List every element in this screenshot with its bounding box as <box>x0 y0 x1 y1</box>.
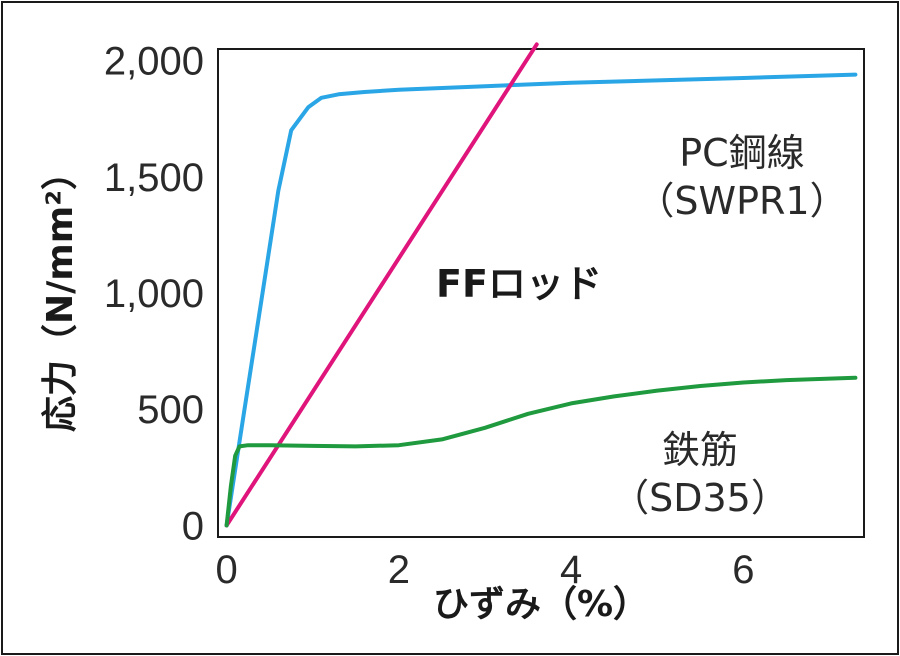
series-label: （SWPR1） <box>636 179 847 223</box>
x-tick-label: 4 <box>560 548 582 592</box>
series-line-sd35 <box>224 375 858 528</box>
series-lines <box>224 42 858 528</box>
series-label: 鉄筋 <box>662 428 738 472</box>
y-tick-label: 500 <box>137 388 204 432</box>
y-axis-title: 応力（N/mm²） <box>40 154 81 432</box>
x-tick-label: 2 <box>388 548 410 592</box>
x-tick-label: 0 <box>215 548 237 592</box>
y-axis-ticks: 0 500 1,000 1,500 2,000 <box>104 40 204 549</box>
x-tick-label: 6 <box>732 548 754 592</box>
series-label: FFロッド <box>436 262 602 306</box>
y-tick-label: 0 <box>182 504 204 548</box>
series-label: PC鋼線 <box>679 131 804 175</box>
y-tick-label: 1,000 <box>104 272 204 316</box>
y-tick-label: 2,000 <box>104 40 204 84</box>
x-axis-ticks: 0 2 4 6 <box>215 548 754 592</box>
series-label: （SD35） <box>611 476 789 520</box>
y-tick-label: 1,500 <box>104 156 204 200</box>
x-axis-title: ひずみ（%） <box>433 584 649 625</box>
plot-area-border <box>217 48 865 538</box>
series-line-pc-swpr1 <box>224 72 858 528</box>
